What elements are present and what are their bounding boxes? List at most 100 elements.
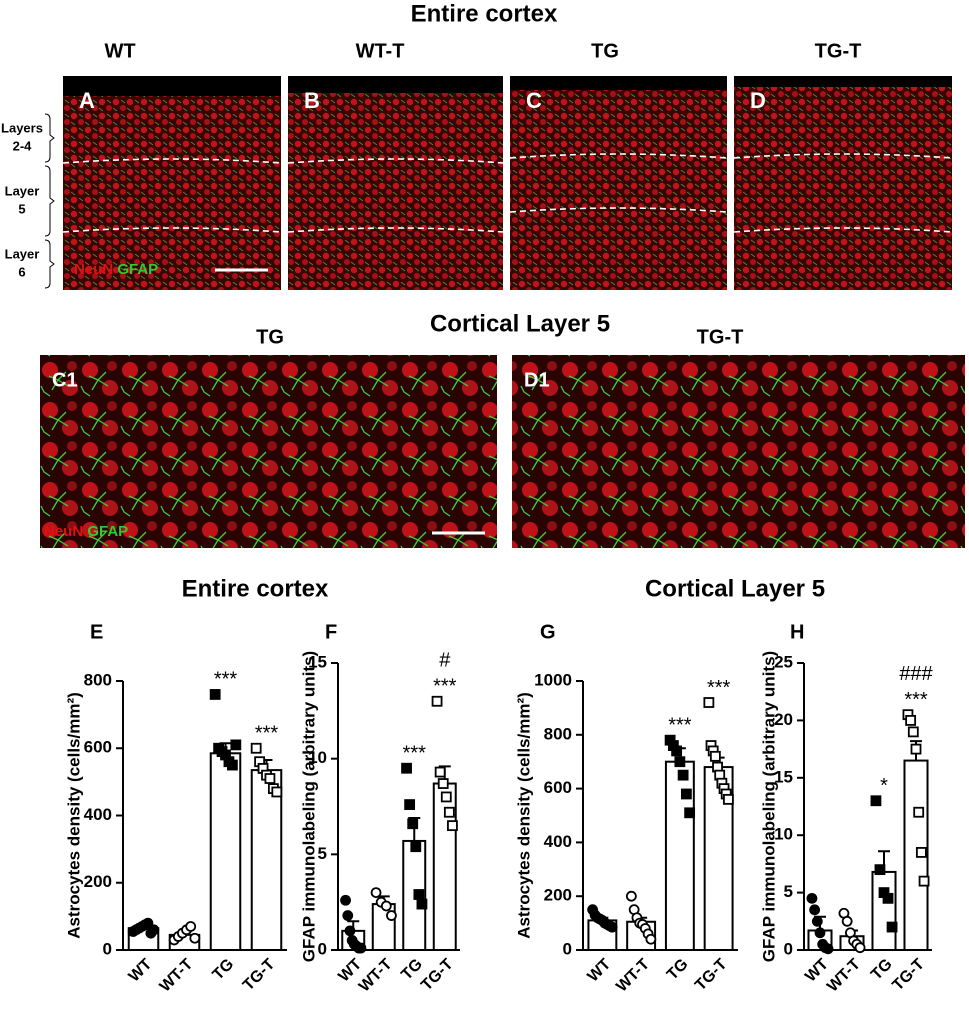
y-tick-label: 15 (774, 767, 793, 786)
micrograph (63, 76, 281, 290)
data-point (344, 925, 356, 937)
significance: *** (707, 677, 731, 699)
section-title: Entire cortex (182, 575, 329, 602)
data-point (809, 904, 821, 916)
x-tick-label: WT-T (157, 956, 197, 996)
data-point (822, 943, 834, 955)
micrograph (512, 355, 965, 548)
brace (44, 113, 55, 163)
group-label: TG (591, 40, 619, 62)
significance: *** (668, 714, 692, 736)
panel-letter: E (90, 621, 103, 643)
data-point (386, 910, 397, 921)
x-tick-label: TG-T (240, 956, 279, 995)
layer-boundary (733, 227, 953, 233)
y-tick-label: 200 (544, 886, 572, 905)
stain-name: NeuN (44, 523, 83, 540)
data-point (814, 927, 826, 939)
y-tick-label: 0 (318, 939, 327, 958)
micrograph (288, 76, 503, 290)
y-tick-label: 0 (103, 939, 112, 958)
layer-label: 2-4 (13, 138, 33, 153)
significance: *** (255, 723, 279, 745)
data-point (342, 910, 354, 921)
data-point (703, 697, 715, 708)
micrograph (734, 76, 952, 290)
data-point (142, 917, 154, 929)
data-point (874, 864, 886, 876)
data-point (905, 715, 917, 726)
data-point (355, 942, 367, 954)
group-label: WT (104, 40, 135, 62)
data-point (264, 773, 276, 784)
data-point (870, 795, 882, 807)
group-label: TG-T (697, 326, 744, 348)
layer-label: Layers (1, 120, 43, 135)
data-point (886, 921, 898, 933)
data-point (413, 889, 425, 900)
data-point (443, 806, 455, 818)
y-tick-label: 5 (784, 882, 793, 901)
data-point (913, 806, 925, 818)
data-point (226, 759, 238, 771)
panel-letter: D (750, 88, 766, 113)
x-tick-label: WT (585, 956, 615, 986)
bar (871, 870, 897, 951)
data-point (410, 841, 422, 853)
data-point (841, 915, 853, 927)
data-point (189, 932, 201, 944)
group-label: WT-T (356, 40, 405, 62)
stain-label: NeuN GFAP (74, 261, 158, 278)
y-tick-label: 800 (84, 670, 112, 689)
data-point (271, 786, 283, 798)
tissue-edge (63, 76, 281, 96)
group-label: TG-T (815, 40, 862, 62)
y-tick-label: 600 (544, 778, 572, 797)
y-tick-label: 400 (84, 805, 112, 824)
data-point (674, 756, 686, 768)
significance: ### (899, 663, 933, 685)
significance: *** (433, 676, 457, 698)
data-point (340, 894, 351, 906)
layer-boundary (62, 158, 282, 164)
tissue-edge (288, 76, 503, 93)
x-tick-label: WT (126, 956, 156, 986)
data-point (907, 726, 919, 738)
panel-letter: B (304, 88, 320, 113)
data-point (606, 921, 618, 933)
data-point (645, 933, 657, 945)
section-title: Cortical Layer 5 (645, 575, 825, 602)
data-point (401, 762, 412, 774)
significance: # (439, 650, 451, 672)
data-point (910, 743, 922, 755)
stain-name: GFAP (117, 261, 158, 278)
x-tick-label: TG-T (692, 956, 731, 995)
y-tick-label: 600 (84, 738, 112, 757)
y-tick-label: 0 (784, 939, 793, 958)
panel-letter: A (79, 88, 95, 113)
data-point (882, 892, 894, 904)
data-point (811, 915, 823, 927)
data-point (440, 791, 452, 803)
micrograph (40, 355, 497, 548)
layer-label: Layer (5, 183, 40, 198)
data-point (684, 807, 696, 819)
data-point (416, 898, 428, 910)
data-point (806, 892, 818, 904)
stain-name: GFAP (87, 523, 128, 540)
bar (250, 769, 283, 952)
data-point (434, 766, 446, 778)
x-tick-label: WT-T (613, 956, 653, 996)
y-tick-label: 1000 (534, 670, 572, 689)
significance: *** (904, 689, 928, 711)
y-tick-label: 5 (318, 844, 327, 863)
tissue-edge (510, 76, 727, 90)
y-tick-label: 10 (308, 748, 327, 767)
x-tick-label: WT-T (824, 956, 864, 996)
y-tick-label: 200 (84, 872, 112, 891)
data-point (625, 890, 637, 902)
data-point (677, 769, 689, 781)
x-tick-label: TG-T (418, 956, 457, 995)
y-tick-label: 20 (774, 710, 793, 729)
